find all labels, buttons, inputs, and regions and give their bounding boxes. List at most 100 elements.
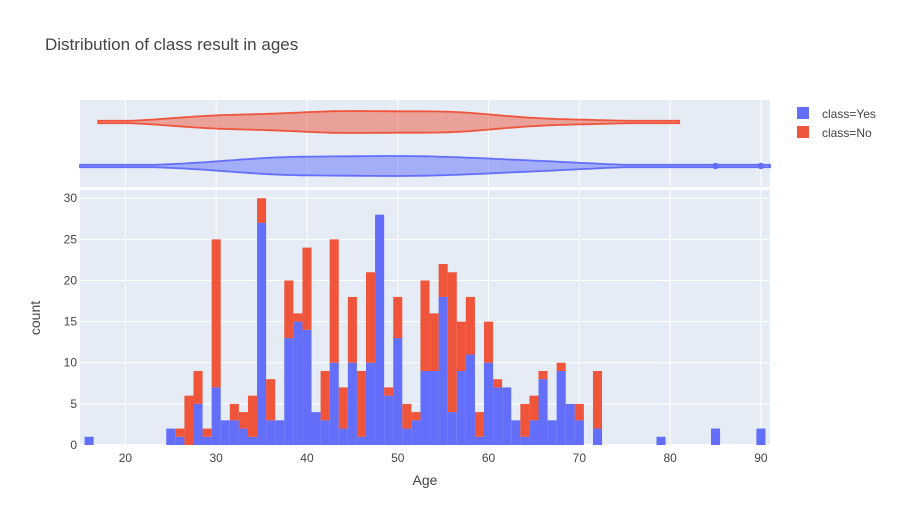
bar-class-yes [84,436,94,445]
bar-class-no [365,272,376,363]
x-axis-title: Age [413,472,438,488]
violin-outlier-point [757,162,765,170]
bar-class-yes [710,428,721,445]
y-tick-label: 10 [64,356,78,370]
violins [79,110,771,177]
bar-class-yes [656,436,666,445]
bar-class-yes [311,412,321,445]
bar-class-yes [220,420,230,445]
bar-class-no [238,412,248,429]
bar-class-yes [166,428,176,445]
bar-class-no [347,296,357,363]
legend-swatch-yes [797,107,809,119]
y-tick-label: 20 [64,273,78,287]
legend-item-no[interactable]: class=No [797,126,872,140]
bar-class-no [411,412,421,421]
bar-class-no [556,362,566,371]
bar-class-yes [420,370,430,445]
bar-class-no [356,370,366,437]
chart-title: Distribution of class result in ages [45,35,298,54]
bar-class-no [474,412,485,437]
bar-class-yes [257,222,267,445]
bar-class-no [184,395,194,445]
histogram-bars [84,198,766,445]
bar-class-yes [275,420,285,445]
bar-class-yes [438,296,448,445]
x-tick-label: 20 [119,451,133,465]
legend-label-yes: class=Yes [822,107,876,121]
bar-class-yes [538,379,548,445]
bar-class-yes [365,362,376,445]
violin-class-yes [79,155,771,177]
bar-class-yes [211,387,221,445]
legend-swatch-no [797,126,809,138]
bar-class-no [429,313,439,371]
y-tick-label: 30 [64,191,78,205]
x-axis-ticks: 20 30 40 50 60 70 80 90 [119,451,768,465]
bar-class-no [493,379,503,388]
bar-class-no [338,387,348,429]
y-tick-label: 25 [64,232,78,246]
violin-outlier-point [712,162,719,170]
bar-class-no [402,403,412,429]
bar-class-no [247,395,258,437]
bar-class-yes [347,362,357,445]
legend-label-no: class=No [822,126,872,140]
bar-class-yes [547,420,557,445]
bar-class-no [302,247,312,330]
bar-class-yes [293,321,303,445]
bar-class-no [266,379,276,421]
bar-class-no [456,321,466,371]
bar-class-no [592,370,603,429]
bar-class-no [484,321,494,363]
bar-class-no [229,403,239,421]
bar-class-no [538,370,548,380]
bar-class-yes [511,420,521,445]
bar-class-no [329,239,339,363]
bar-class-yes [502,387,512,445]
bar-class-yes [247,436,258,445]
bar-class-no [447,272,457,413]
bar-class-yes [592,428,603,445]
bar-class-no [257,198,267,223]
bar-class-yes [529,420,539,445]
bar-class-yes [393,338,403,445]
bar-class-yes [266,420,276,445]
bar-class-yes [320,420,330,445]
bar-class-no [211,239,221,388]
bar-class-no [438,264,448,297]
x-tick-label: 60 [482,451,496,465]
bar-class-yes [238,428,248,445]
bar-class-yes [447,412,457,445]
bar-class-no [465,296,475,355]
x-tick-label: 70 [573,451,587,465]
bar-class-yes [756,428,766,445]
x-tick-label: 50 [391,451,405,465]
legend: class=Yes class=No [797,107,876,140]
bar-class-yes [402,428,412,445]
bar-class-yes [229,420,239,445]
bar-class-yes [193,403,203,445]
y-tick-label: 15 [64,315,78,329]
x-tick-label: 90 [754,451,768,465]
bar-class-yes [474,436,485,445]
bar-class-yes [411,420,421,445]
bar-class-yes [356,436,366,445]
x-tick-label: 80 [663,451,677,465]
bar-class-yes [574,420,584,445]
bar-class-no [193,370,203,404]
bar-class-yes [284,338,294,445]
bar-class-no [202,428,212,437]
x-tick-label: 30 [210,451,224,465]
bar-class-yes [556,370,566,445]
legend-item-yes[interactable]: class=Yes [797,107,876,121]
bar-class-yes [465,354,475,445]
bar-class-no [320,370,330,421]
bar-class-yes [338,428,348,445]
bar-class-no [529,395,539,421]
bar-class-no [393,296,403,339]
bar-class-no [284,280,294,339]
bar-class-yes [429,370,439,445]
y-axis-ticks: 0 5 10 15 20 25 30 [64,191,78,452]
